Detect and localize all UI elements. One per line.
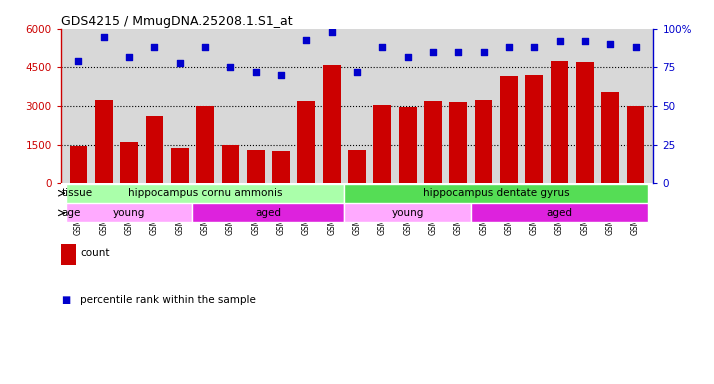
Text: young: young (113, 208, 145, 218)
Bar (471, 204, 648, 222)
Bar (373, 105, 391, 184)
Point (579, 38, 590, 44)
Point (351, 69, 363, 75)
Text: aged: aged (547, 208, 573, 218)
Point (149, 44, 160, 50)
Point (376, 44, 388, 50)
Text: hippocampus cornu ammonis: hippocampus cornu ammonis (128, 188, 282, 198)
Point (326, 29, 338, 35)
Bar (323, 65, 341, 184)
Point (478, 49, 489, 55)
Bar (146, 116, 164, 184)
Text: hippocampus dentate gyrus: hippocampus dentate gyrus (423, 188, 570, 198)
Bar (69, 146, 87, 184)
Bar (500, 76, 518, 184)
Point (124, 53, 135, 60)
Point (630, 44, 641, 50)
Bar (344, 184, 648, 203)
Point (503, 44, 515, 50)
Text: tissue: tissue (61, 188, 92, 198)
Bar (449, 102, 467, 184)
Text: count: count (80, 248, 109, 258)
Bar (196, 106, 214, 184)
Bar (171, 148, 188, 184)
Bar (601, 92, 619, 184)
Bar (247, 150, 265, 184)
Bar (399, 108, 416, 184)
Bar (348, 150, 366, 184)
Point (528, 44, 540, 50)
Point (301, 36, 312, 43)
Text: age: age (61, 208, 81, 218)
Bar (66, 184, 344, 203)
Point (250, 69, 261, 75)
Bar (192, 204, 344, 222)
Point (73, 58, 84, 65)
Bar (550, 61, 568, 184)
Text: young: young (391, 208, 424, 218)
Point (605, 41, 616, 47)
Point (174, 60, 186, 66)
Point (276, 72, 287, 78)
Bar (66, 204, 192, 222)
Bar (627, 106, 645, 184)
Point (427, 49, 438, 55)
Bar (424, 101, 442, 184)
Bar (272, 151, 290, 184)
Text: ■: ■ (61, 295, 70, 305)
Point (225, 65, 236, 71)
Text: percentile rank within the sample: percentile rank within the sample (80, 295, 256, 305)
Bar (120, 142, 138, 184)
Bar (298, 101, 315, 184)
Point (199, 44, 211, 50)
Point (402, 53, 413, 60)
Point (554, 38, 565, 44)
Bar (475, 99, 493, 184)
Text: GDS4215 / MmugDNA.25208.1.S1_at: GDS4215 / MmugDNA.25208.1.S1_at (61, 15, 292, 28)
Bar (576, 62, 594, 184)
Bar (526, 75, 543, 184)
Bar (344, 204, 471, 222)
Point (98, 33, 109, 40)
Text: aged: aged (256, 208, 281, 218)
Point (453, 49, 464, 55)
Bar (95, 99, 113, 184)
Bar (221, 145, 239, 184)
